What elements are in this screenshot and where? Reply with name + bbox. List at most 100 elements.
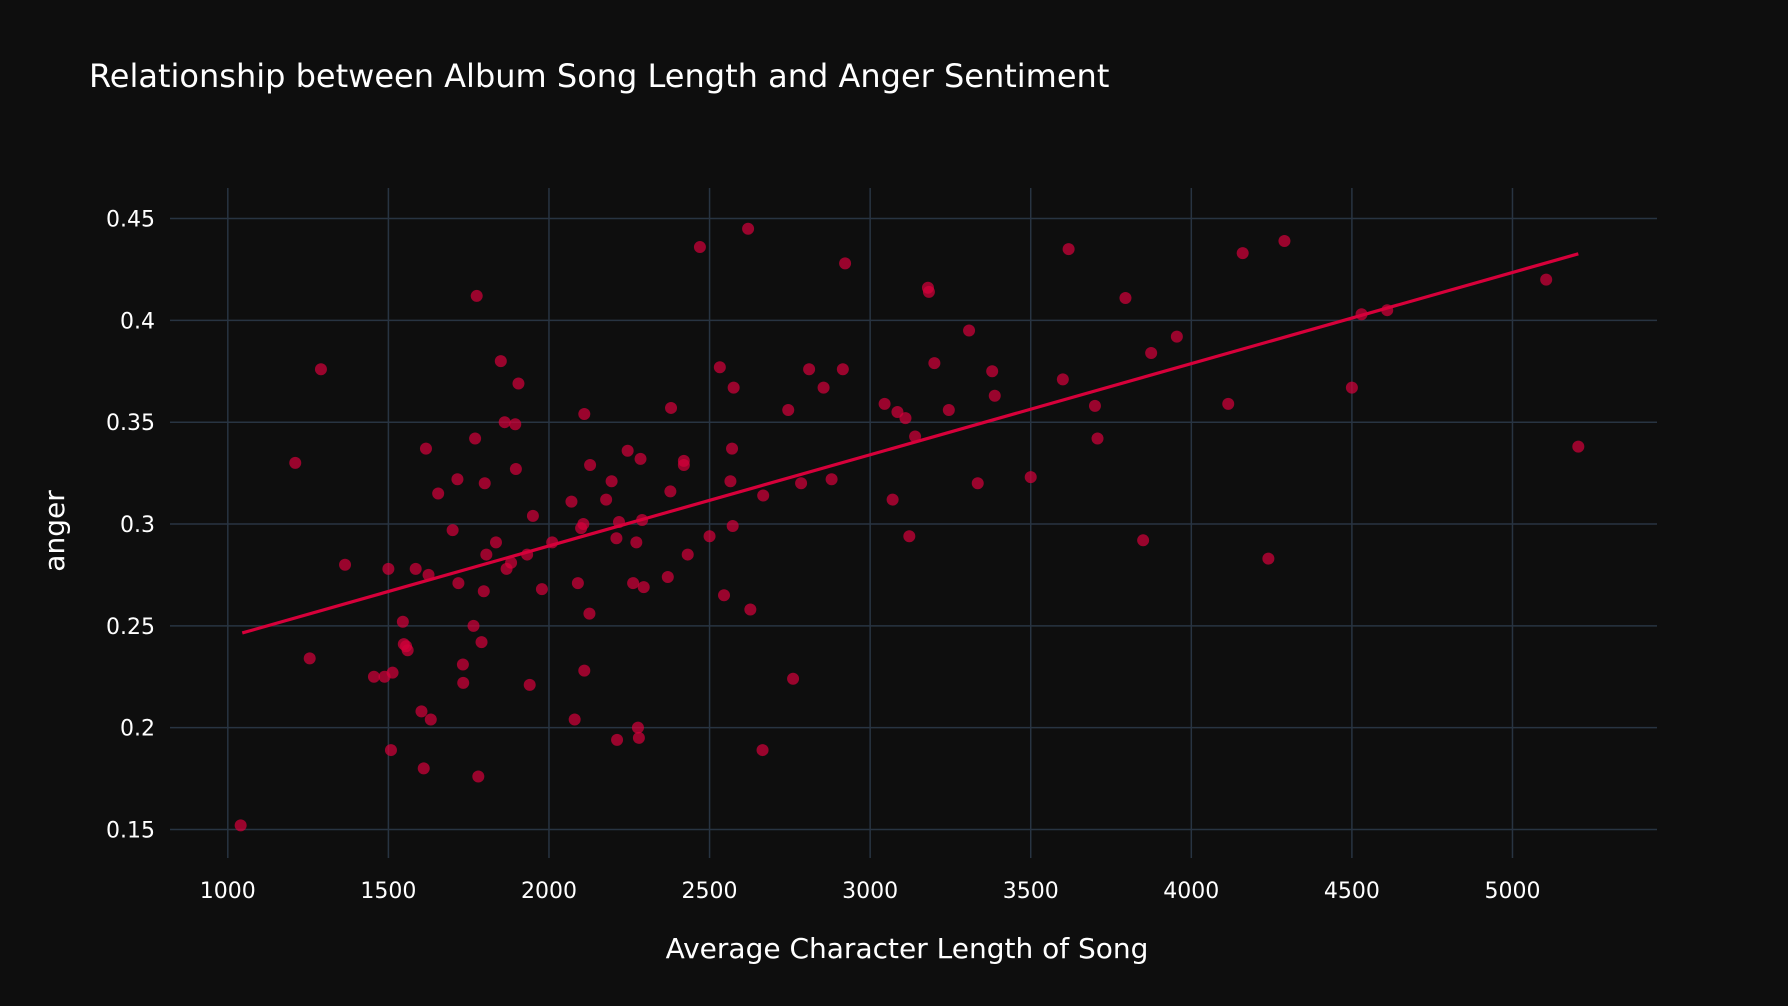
data-point (424, 713, 437, 726)
data-point (726, 442, 739, 455)
y-tick-label: 0.25 (106, 615, 155, 640)
x-tick-label: 3000 (842, 879, 898, 904)
data-point (744, 603, 757, 616)
y-tick-label: 0.3 (120, 513, 155, 538)
y-axis-title: anger (38, 490, 71, 572)
data-point (546, 536, 559, 549)
data-point (878, 397, 891, 410)
data-point (839, 257, 852, 270)
data-point (583, 607, 596, 620)
data-point (578, 664, 591, 677)
data-point (986, 365, 999, 378)
data-point (289, 456, 302, 469)
data-point (661, 570, 674, 583)
data-point (535, 583, 548, 596)
data-point (886, 493, 899, 506)
data-point (384, 744, 397, 757)
grid-lines (170, 188, 1657, 858)
data-point (632, 731, 645, 744)
data-point (756, 744, 769, 757)
data-point (963, 324, 976, 337)
data-point (612, 515, 625, 528)
data-point (836, 363, 849, 376)
trendline (241, 252, 1579, 635)
data-point (339, 558, 352, 571)
data-point (1355, 308, 1368, 321)
data-point (475, 636, 488, 649)
data-point (634, 452, 647, 465)
x-tick-label: 2000 (521, 879, 577, 904)
data-point (432, 487, 445, 500)
chart-title: Relationship between Album Song Length a… (89, 57, 1109, 95)
x-tick-label: 4000 (1163, 879, 1219, 904)
data-point (1540, 273, 1553, 286)
data-point (1145, 346, 1158, 359)
data-point (899, 412, 912, 425)
data-point (664, 485, 677, 498)
data-point (303, 652, 316, 665)
data-point (630, 536, 643, 549)
data-point (726, 520, 739, 533)
data-point (1062, 243, 1075, 256)
data-point (928, 357, 941, 370)
data-point (578, 408, 591, 421)
data-point (446, 524, 459, 537)
data-point (489, 536, 502, 549)
data-point (409, 562, 422, 575)
data-point (988, 389, 1001, 402)
y-tick-label: 0.35 (106, 411, 155, 436)
data-point (825, 473, 838, 486)
data-point (627, 577, 640, 590)
y-tick-label: 0.2 (120, 717, 155, 742)
data-point (401, 644, 414, 657)
data-point (1024, 471, 1037, 484)
data-point (681, 548, 694, 561)
data-point (422, 568, 435, 581)
data-point (526, 509, 539, 522)
data-point (509, 463, 522, 476)
data-point (909, 430, 922, 443)
data-point (451, 473, 464, 486)
data-point (757, 489, 770, 502)
data-point (942, 403, 955, 416)
data-point (600, 493, 613, 506)
data-point (1170, 330, 1183, 343)
trendline-layer (241, 252, 1579, 635)
data-point (795, 477, 808, 490)
data-point (234, 819, 247, 832)
data-point (1222, 397, 1235, 410)
data-point (472, 770, 485, 783)
data-point (1262, 552, 1275, 565)
data-point (565, 495, 578, 508)
data-point (903, 530, 916, 543)
tick-labels: 1000 1500 2000 2500 3000 3500 4000 4500 5000 0.15… (106, 208, 1540, 904)
data-point (568, 713, 581, 726)
data-point (478, 477, 491, 490)
data-point (971, 477, 984, 490)
data-point (523, 678, 536, 691)
data-point (922, 285, 935, 298)
data-point (1236, 247, 1249, 260)
data-point (1056, 373, 1069, 386)
x-tick-label: 5000 (1484, 879, 1540, 904)
data-point (382, 562, 395, 575)
data-point (386, 666, 399, 679)
data-point (480, 548, 493, 561)
data-point (677, 458, 690, 471)
data-point (1137, 534, 1150, 547)
data-point (637, 581, 650, 594)
y-tick-label: 0.4 (120, 309, 155, 334)
data-point (452, 577, 465, 590)
data-points (234, 222, 1585, 832)
x-tick-label: 1000 (200, 879, 256, 904)
x-tick-label: 2500 (682, 879, 738, 904)
data-point (456, 658, 469, 671)
data-point (477, 585, 490, 598)
data-point (498, 416, 511, 429)
data-point (610, 532, 623, 545)
data-point (419, 442, 432, 455)
data-point (1572, 440, 1585, 453)
data-point (1119, 291, 1132, 304)
data-point (470, 289, 483, 302)
